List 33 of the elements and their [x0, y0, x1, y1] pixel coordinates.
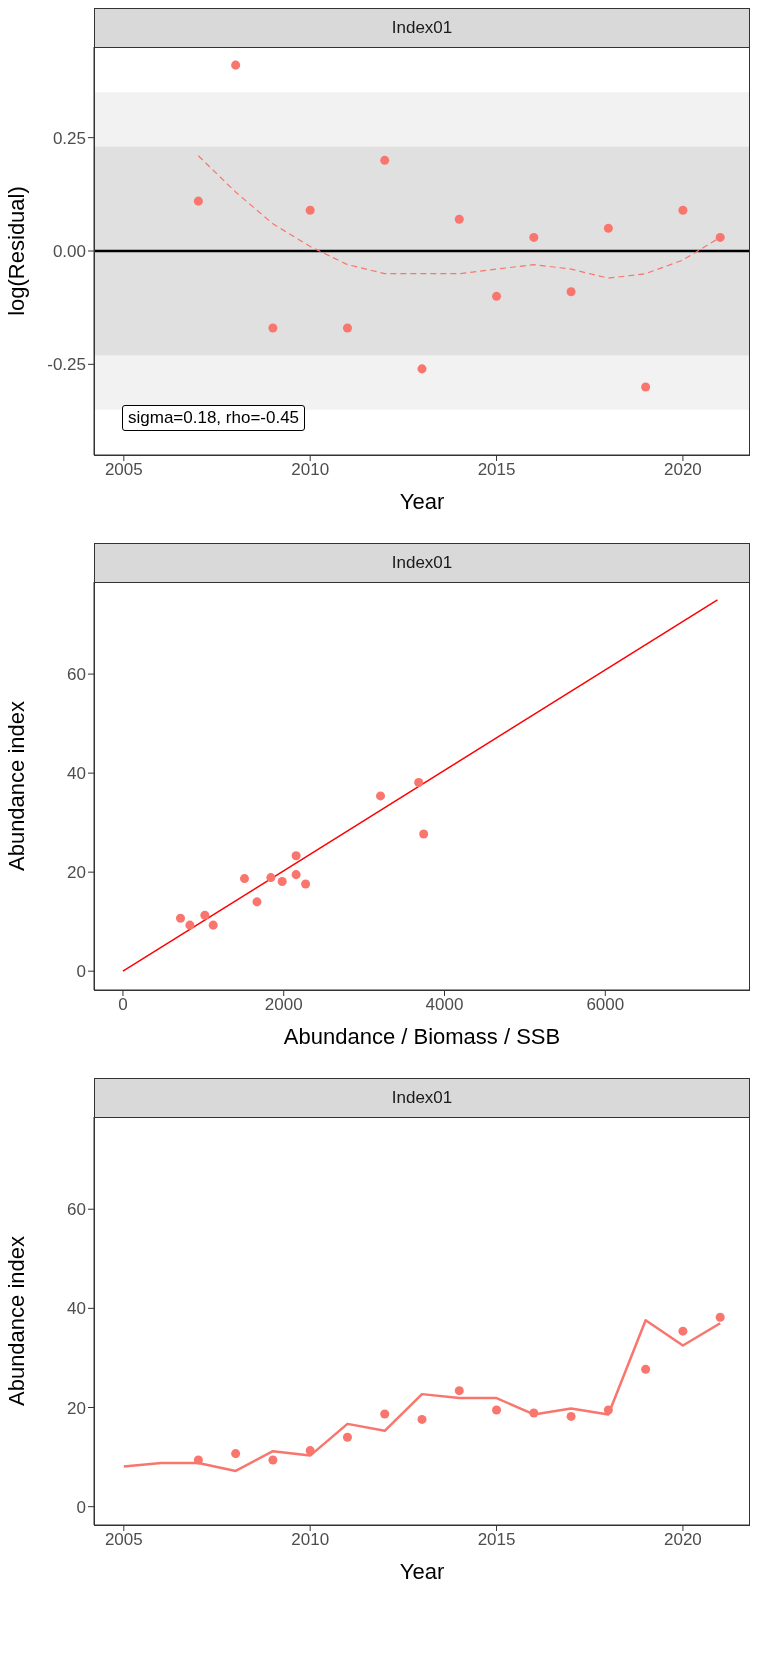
y-axis-title: Abundance index [3, 1235, 29, 1407]
x-tick-label: 2000 [264, 995, 303, 1015]
annotation: sigma=0.18, rho=-0.45 [122, 405, 306, 431]
y-tick-label: 40 [67, 764, 86, 784]
y-tick-label: 0.25 [52, 128, 86, 148]
x-tick-label: 2005 [104, 460, 143, 480]
y-axis-title: log(Residual) [3, 186, 29, 316]
x-tick-label: 2010 [291, 1530, 330, 1550]
x-axis-title: Abundance / Biomass / SSB [283, 1024, 561, 1049]
x-tick-label: 2005 [104, 1530, 143, 1550]
x-tick-label: 0 [118, 995, 128, 1015]
y-tick-label: 60 [67, 665, 86, 685]
x-tick-label: 2020 [664, 460, 702, 480]
chart-title: Index01 [94, 1078, 750, 1117]
y-tick-label: 40 [67, 1299, 86, 1319]
y-axis-title: Abundance index [3, 700, 29, 872]
y-tick-label: 20 [67, 1398, 86, 1418]
y-tick-label: 0.00 [52, 242, 86, 262]
x-tick-label: 2015 [477, 460, 516, 480]
y-tick-label: 0 [76, 962, 86, 982]
y-tick-label: 60 [67, 1200, 86, 1220]
chart-title: Index01 [94, 8, 750, 47]
y-tick-label: 20 [67, 863, 86, 883]
x-tick-label: 2015 [477, 1530, 516, 1550]
y-tick-label: -0.25 [47, 355, 86, 375]
x-tick-label: 6000 [586, 995, 625, 1015]
x-tick-label: 2010 [291, 460, 330, 480]
x-axis-title: Year [399, 489, 445, 514]
x-axis-title: Year [399, 1559, 445, 1584]
x-tick-label: 4000 [425, 995, 464, 1015]
y-tick-label: 0 [76, 1497, 86, 1517]
x-tick-label: 2020 [664, 1530, 702, 1550]
chart-title: Index01 [94, 543, 750, 582]
